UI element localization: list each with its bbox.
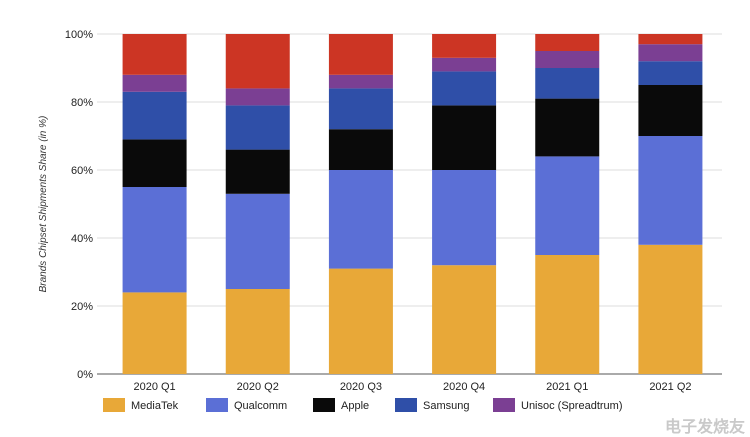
bar-segment-unisoc-spreadtrum <box>225 88 290 106</box>
legend-swatch <box>206 398 228 412</box>
bar-segment-unisoc-spreadtrum <box>535 51 600 68</box>
bar-segment-mediatek <box>535 255 600 374</box>
bar-segment-mediatek <box>122 292 187 374</box>
bar-segment-mediatek <box>225 289 290 374</box>
bar-segment-qualcomm <box>432 170 497 266</box>
y-tick-label: 80% <box>71 97 93 109</box>
bar-segment-unisoc-spreadtrum <box>122 74 187 92</box>
bar-segment-qualcomm <box>535 156 600 255</box>
y-axis-title: Brands Chipset Shipments Share (in %) <box>38 116 49 293</box>
legend: MediaTek Qualcomm Apple Samsung Unisoc (Spre… <box>103 398 622 412</box>
y-tick-label: 0% <box>77 369 93 381</box>
bar-segment-other <box>638 34 703 45</box>
legend-label: MediaTek <box>131 400 179 412</box>
bar-segment-qualcomm <box>328 170 393 269</box>
y-tick-label: 40% <box>71 233 93 245</box>
bar-segment-mediatek <box>432 265 497 374</box>
bar-segment-other <box>535 34 600 51</box>
legend-label: Unisoc (Spreadtrum) <box>521 400 622 412</box>
bar-segment-mediatek <box>638 244 703 374</box>
bar-segment-qualcomm <box>122 187 187 293</box>
legend-label: Qualcomm <box>234 400 287 412</box>
bar-segment-qualcomm <box>638 136 703 245</box>
y-tick-label: 100% <box>65 29 93 41</box>
bar-segment-samsung <box>328 88 393 130</box>
legend-swatch <box>313 398 335 412</box>
bar-segment-samsung <box>225 105 290 150</box>
bar-segment-apple <box>432 105 497 170</box>
x-tick-label: 2021 Q2 <box>649 381 691 393</box>
x-tick-label: 2020 Q4 <box>443 381 485 393</box>
bar-segment-apple <box>122 139 187 187</box>
bar-segment-apple <box>535 98 600 157</box>
y-tick-labels: 0% 20% 40% 60% 80% 100% <box>65 29 93 381</box>
bar-segment-apple <box>638 85 703 136</box>
bar-segment-samsung <box>432 71 497 106</box>
legend-swatch <box>395 398 417 412</box>
bar-segment-mediatek <box>328 268 393 374</box>
bar-segment-unisoc-spreadtrum <box>638 44 703 62</box>
gridlines <box>97 33 722 375</box>
legend-swatch <box>103 398 125 412</box>
bar-segment-unisoc-spreadtrum <box>328 74 393 89</box>
bars <box>122 34 703 374</box>
x-tick-label: 2020 Q1 <box>133 381 175 393</box>
x-tick-label: 2020 Q3 <box>340 381 382 393</box>
watermark: 电子发烧友 <box>665 417 746 436</box>
bar-segment-samsung <box>638 61 703 85</box>
x-tick-label: 2021 Q1 <box>546 381 588 393</box>
bar-segment-samsung <box>122 91 187 140</box>
x-tick-labels: 2020 Q1 2020 Q2 2020 Q3 2020 Q4 2021 Q1 2021 … <box>133 381 691 393</box>
bar-segment-unisoc-spreadtrum <box>432 57 497 72</box>
x-tick-label: 2020 Q2 <box>237 381 279 393</box>
legend-swatch <box>493 398 515 412</box>
bar-segment-other <box>432 34 497 58</box>
bar-segment-apple <box>225 149 290 194</box>
bar-segment-apple <box>328 129 393 170</box>
bar-segment-samsung <box>535 68 600 99</box>
y-tick-label: 20% <box>71 301 93 313</box>
legend-label: Apple <box>341 400 369 412</box>
bar-segment-other <box>328 34 393 75</box>
bar-segment-qualcomm <box>225 193 290 289</box>
bar-segment-other <box>225 34 290 89</box>
bar-segment-other <box>122 34 187 75</box>
y-tick-label: 60% <box>71 165 93 177</box>
legend-label: Samsung <box>423 400 469 412</box>
